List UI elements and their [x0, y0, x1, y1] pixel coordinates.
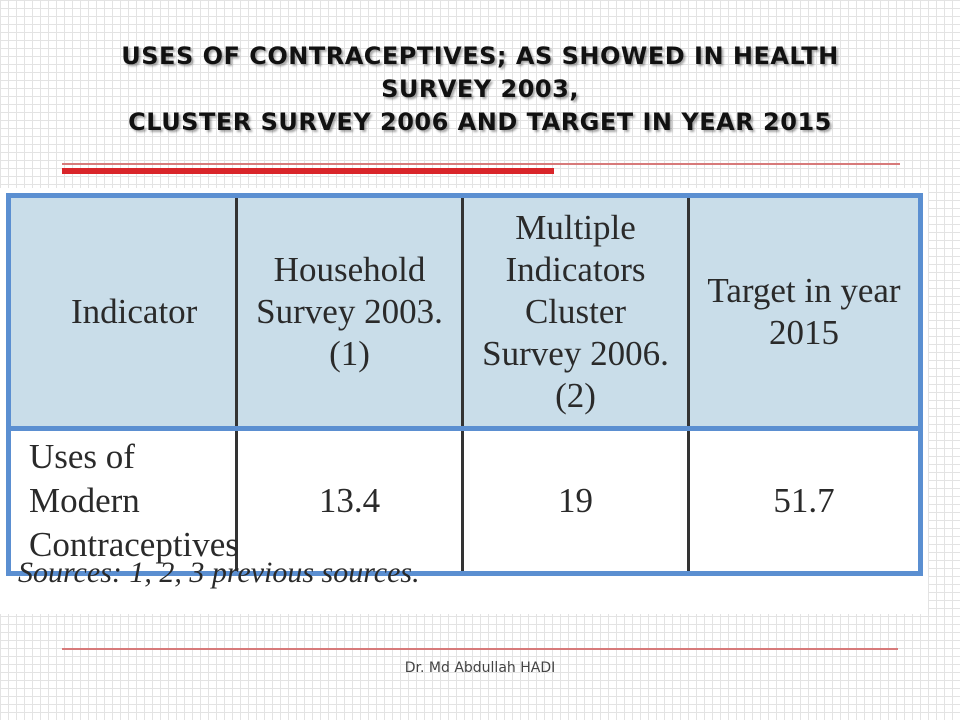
slide-title: USES OF CONTRACEPTIVES; AS SHOWED IN HEA…	[40, 40, 920, 139]
table-image: Indicator Household Survey 2003. (1) Mul…	[0, 188, 928, 614]
value-2003: 13.4	[236, 428, 464, 574]
title-line-2: SURVEY 2003,	[381, 75, 579, 103]
title-line-3: CLUSTER SURVEY 2006 AND TARGET IN YEAR 2…	[128, 108, 832, 136]
contraceptives-table: Indicator Household Survey 2003. (1) Mul…	[6, 193, 923, 576]
header-target-2015: Target in year 2015	[688, 195, 921, 431]
value-target-2015: 51.7	[688, 428, 921, 574]
title-divider	[62, 163, 900, 165]
footer-divider	[62, 648, 898, 650]
header-indicator: Indicator	[8, 195, 238, 431]
header-household-survey-2003: Household Survey 2003. (1)	[236, 195, 464, 431]
table-header-row: Indicator Household Survey 2003. (1) Mul…	[8, 195, 921, 431]
header-cluster-survey-2006: Multiple Indicators Cluster Survey 2006.…	[462, 195, 690, 431]
table-row: Uses of Modern Contraceptives 13.4 19 51…	[8, 428, 921, 574]
sources-note: Sources: 1, 2, 3 previous sources.	[18, 556, 420, 589]
footer-author: Dr. Md Abdullah HADI	[404, 660, 556, 676]
title-line-1: USES OF CONTRACEPTIVES; AS SHOWED IN HEA…	[121, 42, 839, 70]
value-2006: 19	[462, 428, 690, 574]
row-indicator-label: Uses of Modern Contraceptives	[8, 428, 239, 574]
title-accent-bar	[62, 168, 554, 174]
